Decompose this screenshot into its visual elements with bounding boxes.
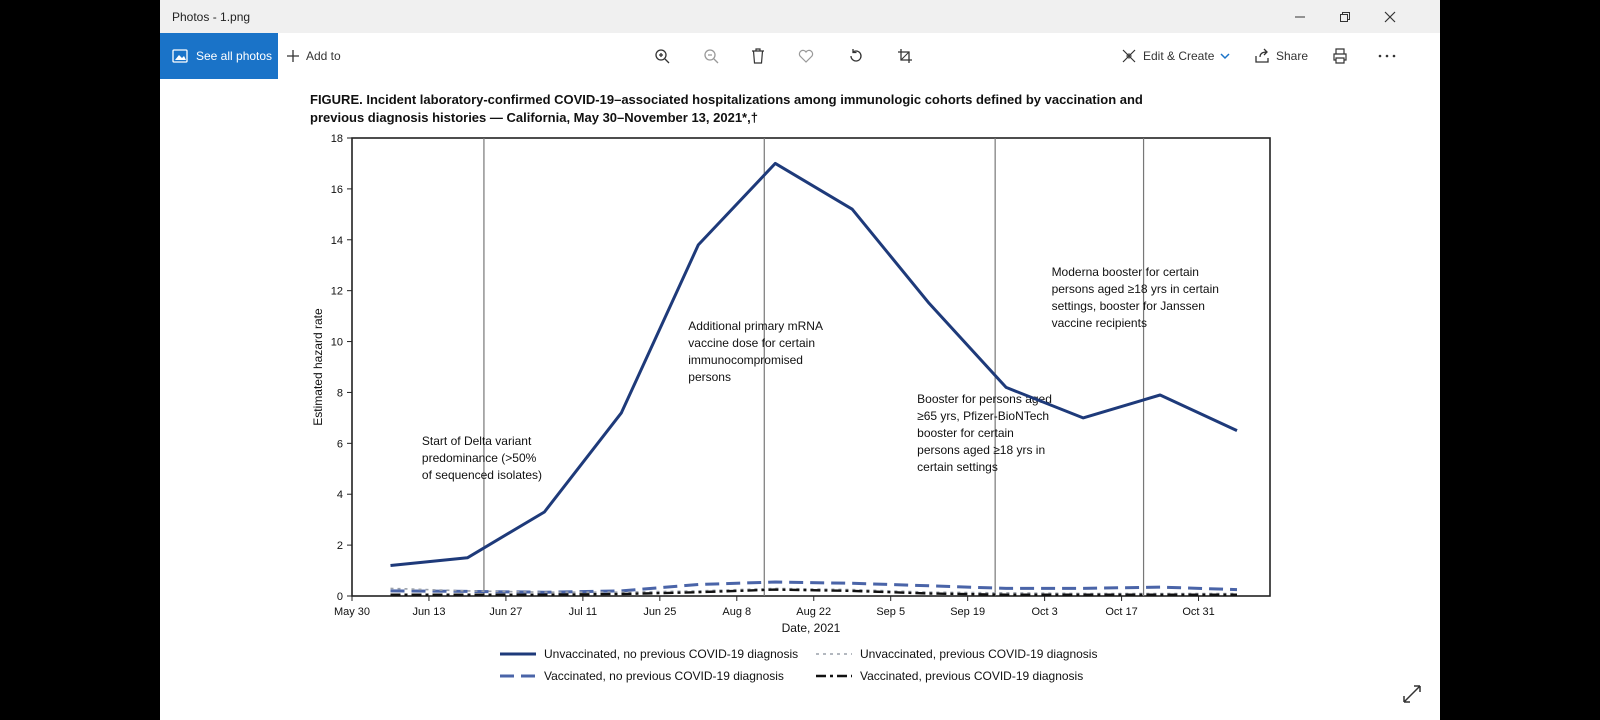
y-tick-label: 6 [337, 438, 343, 450]
x-axis-label: Date, 2021 [782, 621, 841, 635]
share-label: Share [1276, 49, 1309, 63]
y-tick-label: 14 [331, 235, 343, 247]
x-tick-label: Oct 31 [1182, 606, 1214, 618]
event-annotation-4: Moderna booster for certain [1052, 265, 1199, 279]
event-annotation-4: settings, booster for Janssen [1052, 299, 1205, 313]
photos-icon [172, 49, 188, 63]
event-annotation-2: Additional primary mRNA [688, 319, 823, 333]
edit-create-icon [1122, 49, 1136, 63]
y-tick-label: 10 [331, 337, 343, 349]
x-tick-label: Jun 27 [489, 606, 522, 618]
see-all-label: See all photos [196, 49, 273, 63]
print-button[interactable] [1332, 33, 1348, 79]
event-annotation-3: Booster for persons aged [917, 392, 1052, 406]
x-tick-label: Oct 17 [1105, 606, 1137, 618]
chart-title-line-2: previous diagnosis histories — Californi… [310, 110, 758, 125]
event-annotation-2: persons [688, 370, 731, 384]
share-button[interactable]: Share [1254, 33, 1308, 79]
y-axis-label: Estimated hazard rate [311, 308, 325, 426]
edit-create-button[interactable]: Edit & Create [1121, 33, 1230, 79]
crop-icon [898, 49, 912, 63]
toolbar: See all photos Add to Edit & Create [160, 33, 1440, 79]
x-tick-label: May 30 [334, 606, 370, 618]
y-tick-label: 16 [331, 184, 343, 196]
event-annotation-1: of sequenced isolates) [422, 468, 542, 482]
more-button[interactable] [1378, 33, 1396, 79]
window-title: Photos - 1.png [172, 10, 251, 24]
restore-button[interactable] [1325, 4, 1365, 30]
zoom-in-icon [655, 49, 670, 64]
figure-chart: FIGURE. Incident laboratory-confirmed CO… [310, 92, 1271, 683]
restore-icon [1340, 12, 1350, 22]
zoom-out-button[interactable] [703, 33, 719, 79]
zoom-in-button[interactable] [654, 33, 670, 79]
zoom-out-icon [704, 49, 719, 64]
more-icon [1378, 54, 1396, 58]
y-tick-label: 4 [337, 489, 343, 501]
x-tick-label: Aug 8 [722, 606, 751, 618]
series-line-1 [390, 161, 1238, 567]
event-annotation-3: certain settings [917, 460, 998, 474]
rotate-button[interactable] [848, 33, 864, 79]
chart-title-line-1: FIGURE. Incident laboratory-confirmed CO… [310, 92, 1143, 107]
minimize-button[interactable] [1280, 4, 1320, 30]
event-annotation-3: ≥65 yrs, Pfizer-BioNTech [917, 409, 1049, 423]
see-all-photos-button[interactable]: See all photos [160, 33, 278, 79]
x-tick-label: Aug 22 [796, 606, 831, 618]
trash-icon [752, 48, 764, 64]
series-line-3 [390, 587, 1237, 595]
y-tick-label: 8 [337, 387, 343, 399]
series-line-2 [390, 580, 1238, 594]
favorite-button[interactable] [798, 33, 814, 79]
title-bar: Photos - 1.png [160, 0, 1440, 33]
legend-label: Vaccinated, no previous COVID-19 diagnos… [544, 669, 784, 683]
rotate-icon [850, 49, 862, 62]
chevron-down-icon [1220, 53, 1230, 60]
x-tick-label: Sep 5 [876, 606, 905, 618]
plus-icon [287, 50, 299, 62]
event-annotation-4: persons aged ≥18 yrs in certain [1052, 282, 1219, 296]
y-tick-label: 2 [337, 540, 343, 552]
legend-label: Unvaccinated, previous COVID-19 diagnosi… [860, 647, 1097, 661]
x-tick-label: Jun 25 [643, 606, 676, 618]
event-annotation-3: booster for certain [917, 426, 1014, 440]
heart-icon [798, 49, 814, 63]
event-annotation-2: immunocompromised [688, 353, 803, 367]
x-tick-label: Jul 11 [569, 606, 598, 618]
x-tick-label: Jun 13 [412, 606, 445, 618]
event-annotation-3: persons aged ≥18 yrs in [917, 443, 1045, 457]
close-button[interactable] [1370, 4, 1410, 30]
plot-frame [351, 137, 1271, 597]
legend-label: Unvaccinated, no previous COVID-19 diagn… [544, 647, 798, 661]
legend-label: Vaccinated, previous COVID-19 diagnosis [860, 669, 1083, 683]
photos-app-window: Photos - 1.png See all photos Add to [160, 0, 1440, 720]
event-annotation-2: vaccine dose for certain [688, 336, 815, 350]
delete-button[interactable] [751, 33, 765, 79]
crop-button[interactable] [897, 33, 913, 79]
minimize-icon [1295, 16, 1305, 18]
event-annotation-1: Start of Delta variant [422, 434, 532, 448]
close-icon [1384, 11, 1396, 23]
series-line-4 [390, 588, 1237, 596]
y-tick-label: 18 [331, 133, 343, 145]
share-icon [1255, 48, 1269, 63]
add-to-button[interactable]: Add to [286, 33, 341, 79]
edit-create-label: Edit & Create [1143, 49, 1215, 63]
add-to-label: Add to [306, 49, 341, 63]
y-tick-label: 12 [331, 286, 343, 298]
expand-icon[interactable] [1402, 684, 1422, 704]
event-annotation-4: vaccine recipients [1052, 316, 1147, 330]
event-annotation-1: predominance (>50% [422, 451, 537, 465]
y-tick-label: 0 [337, 591, 343, 603]
x-tick-label: Oct 3 [1031, 606, 1057, 618]
x-tick-label: Sep 19 [950, 606, 985, 618]
print-icon [1333, 48, 1347, 64]
